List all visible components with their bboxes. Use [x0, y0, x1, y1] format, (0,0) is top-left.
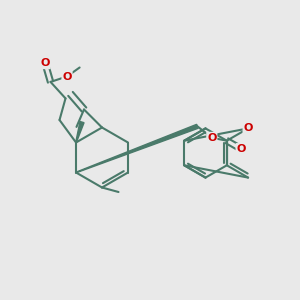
Polygon shape: [76, 124, 198, 173]
Text: O: O: [243, 123, 253, 134]
Text: O: O: [62, 71, 72, 82]
Text: O: O: [207, 133, 217, 143]
Polygon shape: [76, 122, 84, 142]
Text: O: O: [40, 58, 50, 68]
Text: O: O: [236, 144, 246, 154]
